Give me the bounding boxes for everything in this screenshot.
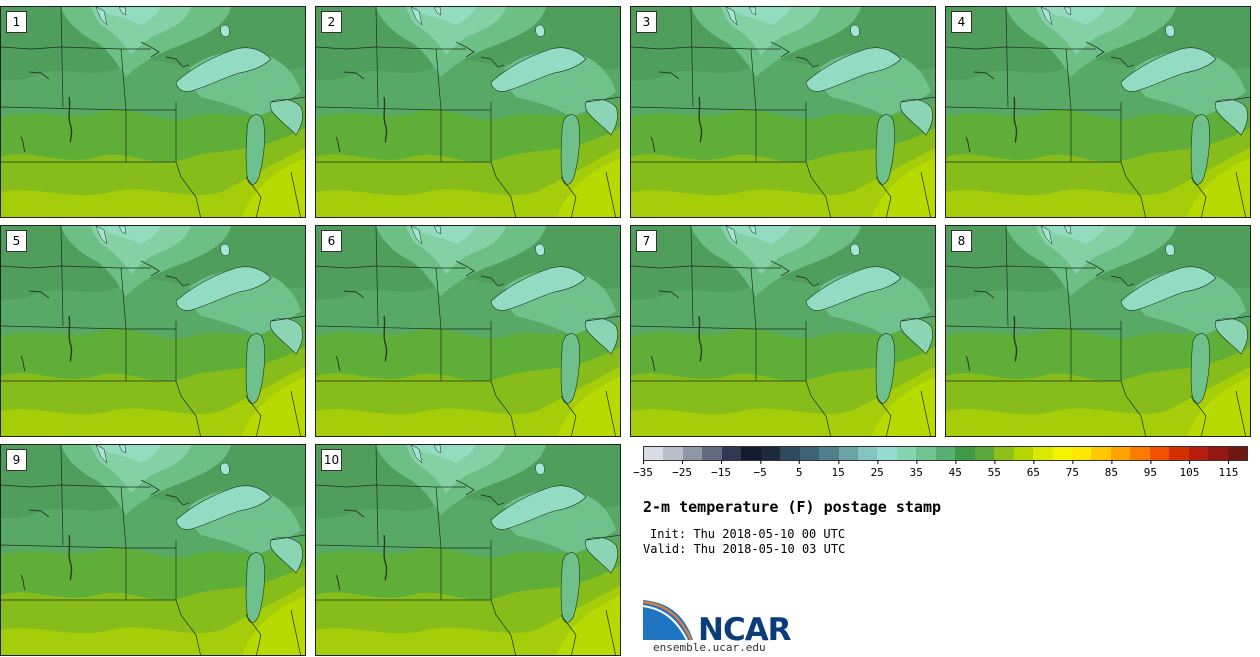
map-panel-5: 5	[0, 225, 306, 437]
tick-text: 15	[831, 466, 845, 479]
colorbar-tick-label: 95	[1143, 460, 1158, 479]
tick-text: −25	[672, 466, 692, 479]
colorbar-swatch	[644, 447, 664, 460]
tick-text: 75	[1065, 466, 1079, 479]
tick-text: 65	[1026, 466, 1040, 479]
colorbar-swatch	[877, 447, 897, 460]
tick-text: 105	[1179, 466, 1200, 479]
colorbar-tick-label: 105	[1179, 460, 1200, 479]
tick-text: 45	[948, 466, 962, 479]
colorbar-swatch	[721, 447, 742, 460]
colorbar-swatch	[780, 447, 800, 460]
colorbar	[643, 446, 1248, 461]
panel-label: 3	[636, 11, 657, 33]
colorbar-tick-label: 55	[987, 460, 1001, 479]
colorbar-tick-label: 5	[795, 460, 803, 479]
colorbar-tick-label: −15	[711, 460, 731, 479]
url-text: ensemble.ucar.edu	[653, 641, 766, 654]
colorbar-swatch	[663, 447, 683, 460]
colorbar-tick-label: −35	[633, 460, 653, 479]
colorbar-swatch	[799, 447, 820, 460]
colorbar-swatch	[838, 447, 858, 460]
colorbar-swatch	[1227, 447, 1248, 460]
colorbar-swatch	[819, 447, 839, 460]
tick-text: 55	[987, 466, 1001, 479]
colorbar-tick-label: 75	[1065, 460, 1079, 479]
colorbar-swatch	[916, 447, 936, 460]
colorbar-swatch	[1169, 447, 1189, 460]
colorbar-tick-label: 35	[909, 460, 923, 479]
ncar-logo-icon	[643, 600, 693, 641]
colorbar-swatch	[1130, 447, 1150, 460]
colorbar-swatch	[1052, 447, 1072, 460]
colorbar-swatch	[1033, 447, 1053, 460]
panel-label: 2	[321, 11, 342, 33]
valid-time: Valid: Thu 2018-05-10 03 UTC	[643, 542, 846, 556]
colorbar-swatch	[682, 447, 703, 460]
tick-text: 35	[909, 466, 923, 479]
panel-label: 6	[321, 230, 342, 252]
tick-text: −35	[633, 466, 653, 479]
colorbar-swatch	[1149, 447, 1170, 460]
panel-label: 9	[6, 449, 27, 471]
colorbar-tick-label: 25	[870, 460, 884, 479]
colorbar-swatch	[1208, 447, 1228, 460]
tick-text: 95	[1143, 466, 1158, 479]
colorbar-swatch	[994, 447, 1014, 460]
colorbar-swatch	[1188, 447, 1209, 460]
colorbar-tick-label: −25	[672, 460, 692, 479]
colorbar-swatch	[1091, 447, 1111, 460]
map-panel-1: 1	[0, 6, 306, 218]
tick-text: −15	[711, 466, 731, 479]
colorbar-tick-label: 85	[1104, 460, 1118, 479]
map-panel-4: 4	[945, 6, 1251, 218]
colorbar-swatch	[1071, 447, 1092, 460]
tick-text: 115	[1218, 466, 1239, 479]
panel-label: 7	[636, 230, 657, 252]
colorbar-swatch	[1110, 447, 1131, 460]
colorbar-swatch	[896, 447, 917, 460]
colorbar-tick-label: 15	[831, 460, 845, 479]
map-panel-7: 7	[630, 225, 936, 437]
init-time: Init: Thu 2018-05-10 00 UTC	[650, 527, 846, 541]
colorbar-swatch	[760, 447, 781, 460]
map-panel-2: 2	[315, 6, 621, 218]
colorbar-tick-label: −5	[753, 460, 767, 479]
panel-label: 1	[6, 11, 27, 33]
tick-text: 25	[870, 466, 884, 479]
colorbar-swatch	[974, 447, 995, 460]
colorbar-swatch	[1013, 447, 1034, 460]
map-panel-9: 9	[0, 444, 306, 656]
tick-text: 85	[1104, 466, 1118, 479]
panel-label: 8	[951, 230, 972, 252]
colorbar-tick-label: 45	[948, 460, 962, 479]
tick-text: 5	[795, 466, 803, 479]
panel-label: 10	[321, 449, 342, 471]
colorbar-swatch	[702, 447, 722, 460]
map-panel-8: 8	[945, 225, 1251, 437]
colorbar-swatch	[857, 447, 878, 460]
colorbar-swatch	[955, 447, 975, 460]
colorbar-tick-label: 115	[1218, 460, 1239, 479]
panel-label: 4	[951, 11, 972, 33]
map-panel-3: 3	[630, 6, 936, 218]
tick-text: −5	[753, 466, 767, 479]
colorbar-ticks: −35 −25 −15 −5 5 15 25 35 45 55 65 75 85 95 105 115	[633, 460, 1248, 481]
colorbar-swatch	[935, 447, 956, 460]
colorbar-tick-label: 65	[1026, 460, 1040, 479]
panel-label: 5	[6, 230, 27, 252]
map-panel-6: 6	[315, 225, 621, 437]
plot-title: 2-m temperature (F) postage stamp	[643, 498, 942, 516]
map-panel-10: 10	[315, 444, 621, 656]
logo-text: NCAR	[698, 612, 792, 648]
colorbar-swatch	[741, 447, 761, 460]
